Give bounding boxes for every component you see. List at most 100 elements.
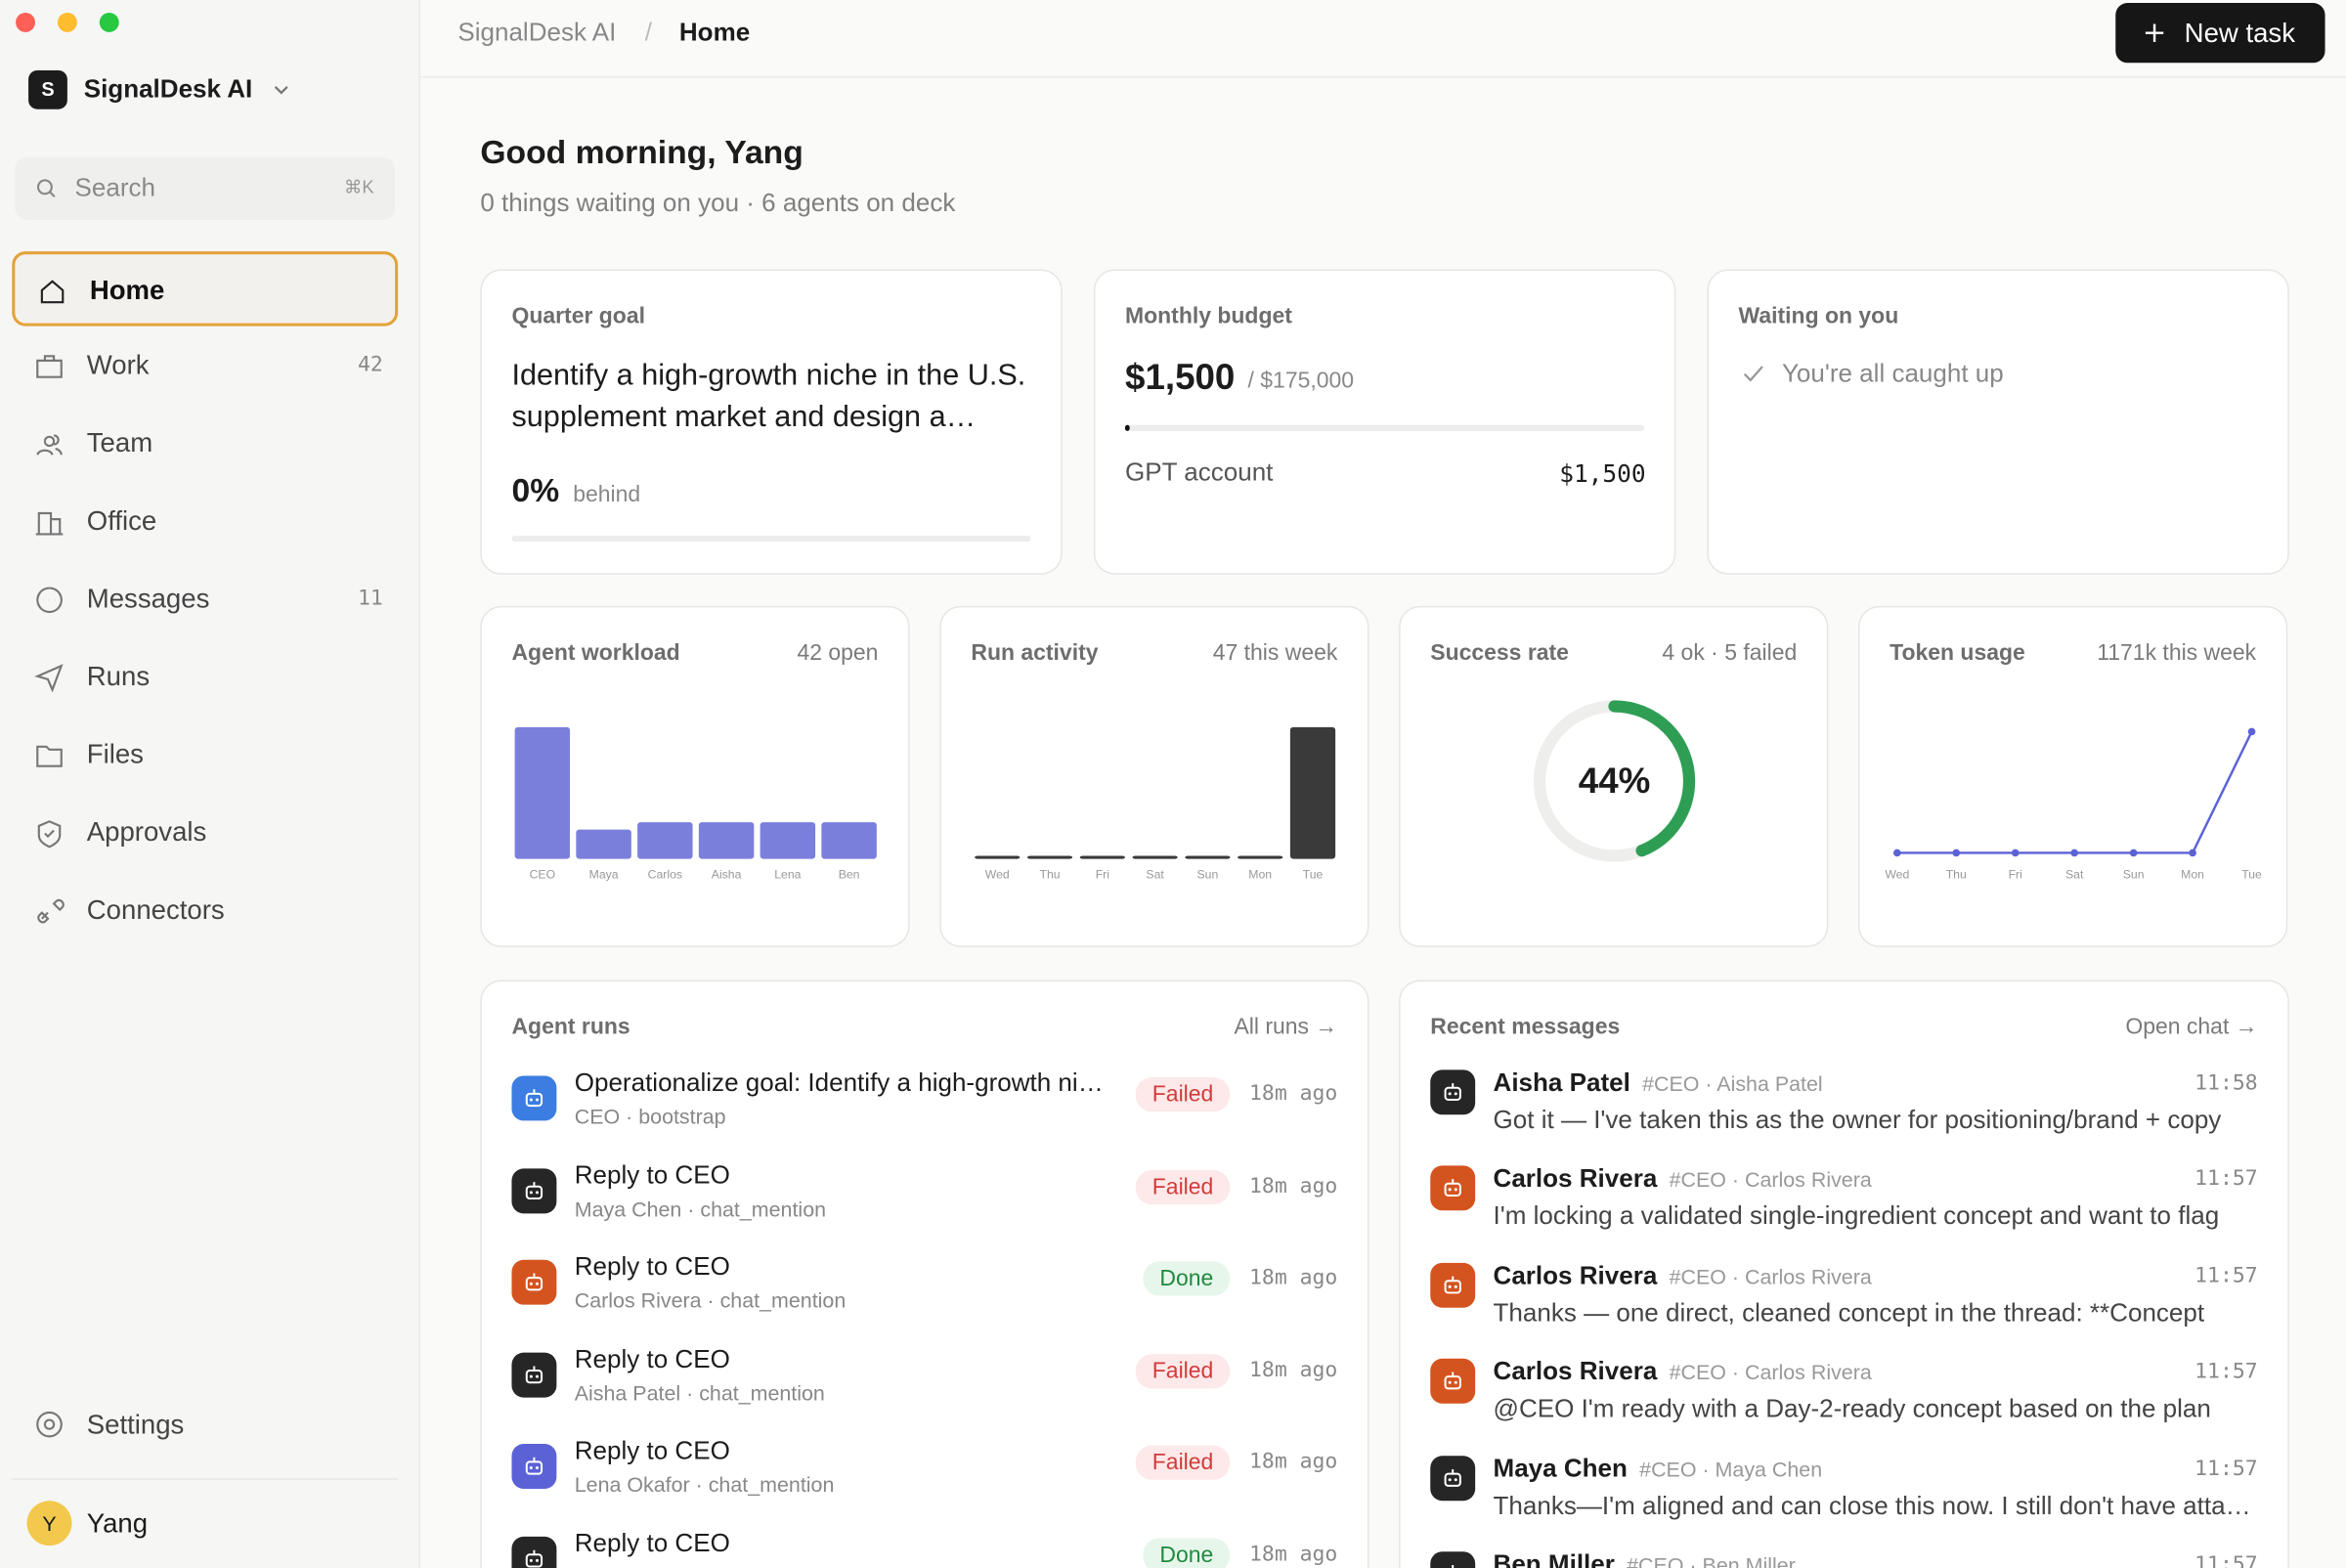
search-box[interactable]: Search ⌘K <box>15 156 396 220</box>
chart: 44% <box>1533 700 1696 862</box>
chart-card[interactable]: Success rate 4 ok · 5 failed 44% <box>1399 605 1829 947</box>
message-time: 11:57 <box>2194 1360 2258 1385</box>
message-head[interactable]: Aisha Patel #CEO · Aisha Patel <box>1494 1068 1823 1099</box>
agent-runs-card: Agent runs All runs → Operationalize goa… <box>480 980 1369 1568</box>
nav-icon <box>34 664 64 693</box>
greeting-subtitle: 0 things waiting on you · 6 agents on de… <box>480 188 956 217</box>
agent-avatar <box>1430 1262 1476 1308</box>
user-avatar: Y <box>26 1501 72 1546</box>
plus-icon <box>2145 23 2164 42</box>
chart: CEO Maya Carlos Aisha Lena Ben <box>514 726 877 881</box>
quarter-goal-card[interactable]: Quarter goal Identify a high-growth nich… <box>480 269 1063 575</box>
run-title[interactable]: Reply to CEO <box>574 1344 730 1373</box>
status-badge: Done <box>1143 1538 1231 1568</box>
nav-item[interactable]: Files <box>12 719 398 794</box>
icon-path <box>34 664 64 693</box>
bar <box>698 822 755 859</box>
nav-icon <box>36 434 63 456</box>
divider <box>12 1478 399 1480</box>
point <box>2247 727 2256 736</box>
search-icon <box>36 179 56 198</box>
chart-summary: 47 this week <box>1212 640 1338 667</box>
agent-avatar <box>511 1536 557 1568</box>
bar <box>1026 855 1073 859</box>
run-meta: CEO · bootstrap <box>574 1104 726 1129</box>
nav-item[interactable]: Connectors <box>12 874 398 949</box>
new-task-button[interactable]: New task <box>2115 3 2325 64</box>
nav-icon <box>37 898 65 924</box>
greeting: Good morning, Yang <box>480 133 804 171</box>
chevron <box>274 85 288 95</box>
new-task-label: New task <box>2184 18 2295 48</box>
open-chat-link[interactable]: Open chat → <box>2125 1014 2258 1040</box>
message-text: Got it — I've taken this as the owner fo… <box>1493 1106 2222 1135</box>
point <box>2129 849 2138 857</box>
workspace-name[interactable]: SignalDesk AI <box>83 74 253 104</box>
message-head[interactable]: Carlos Rivera #CEO · Carlos Rivera <box>1494 1358 1872 1388</box>
x-tick-label: Mon <box>1248 867 1272 881</box>
run-time: 18m ago <box>1249 1358 1338 1382</box>
message-head[interactable]: Ben Miller #CEO · Ben Miller <box>1494 1550 1796 1568</box>
nav-label: Home <box>89 275 165 306</box>
run-title[interactable]: Operationalize goal: Identify a high-gro… <box>574 1067 1105 1097</box>
nav-icon <box>35 511 64 536</box>
run-title[interactable]: Reply to CEO <box>574 1160 730 1190</box>
sender: Maya Chen <box>1493 1454 1628 1483</box>
workspace-badge: S <box>28 69 67 109</box>
bar <box>821 822 877 859</box>
x-tick-label: Tue <box>2241 867 2262 881</box>
nav-label: Messages <box>86 583 210 614</box>
sender: Ben Miller <box>1493 1549 1615 1568</box>
card-label: Monthly budget <box>1125 303 1292 329</box>
chart-card[interactable]: Run activity 47 this week Wed Thu Fri Sat Sun M… <box>939 605 1369 947</box>
settings[interactable]: Settings <box>86 1409 185 1440</box>
message-head[interactable]: Maya Chen #CEO · Maya Chen <box>1494 1454 1823 1484</box>
run-title[interactable]: Reply to CEO <box>574 1436 730 1466</box>
run-time: 18m ago <box>1249 1450 1338 1475</box>
card-label: Agent runs <box>511 1014 630 1040</box>
nav-item[interactable]: Office <box>12 485 398 560</box>
all-runs-link[interactable]: All runs → <box>1234 1014 1338 1040</box>
chart-card[interactable]: Agent workload 42 open CEO Maya Carlos Aisha L… <box>480 605 910 947</box>
sender: Carlos Rivera <box>1493 1164 1658 1194</box>
budget-card[interactable]: Monthly budget $1,500 / $175,000 GPT acc… <box>1093 269 1676 575</box>
message-head[interactable]: Carlos Rivera #CEO · Carlos Rivera <box>1494 1164 1872 1195</box>
agent-avatar <box>1430 1069 1476 1115</box>
window-controls <box>16 13 119 32</box>
sender: Carlos Rivera <box>1493 1357 1658 1386</box>
line <box>1896 730 2253 854</box>
nav-icon <box>36 587 63 614</box>
waiting-card[interactable]: Waiting on you You're all caught up <box>1707 269 2289 575</box>
nav-item[interactable]: Team <box>12 407 398 482</box>
topbar-border <box>420 76 2346 78</box>
card-label: Recent messages <box>1430 1014 1621 1040</box>
x-tick-label: Thu <box>1039 867 1060 881</box>
breadcrumb-current: Home <box>678 18 751 47</box>
run-title[interactable]: Reply to CEO <box>574 1252 730 1282</box>
bar <box>1132 855 1178 859</box>
user-name[interactable]: Yang <box>86 1507 149 1539</box>
run-meta: Ben Miller · chat_mention <box>575 1565 812 1568</box>
budget-fill <box>1125 424 1130 431</box>
run-time: 18m ago <box>1249 1543 1338 1567</box>
nav-label: Runs <box>86 661 151 692</box>
nav-item[interactable]: Approvals <box>12 796 398 871</box>
icon-path <box>35 511 64 536</box>
chart-card[interactable]: Token usage 1171k this week Wed Thu Fri Sat Su… <box>1858 605 2288 947</box>
breadcrumb[interactable]: SignalDesk AI <box>457 18 617 47</box>
nav-item[interactable]: Home <box>12 251 399 327</box>
run-title[interactable]: Reply to CEO <box>574 1529 730 1558</box>
run-time: 18m ago <box>1249 1266 1338 1290</box>
icon-path <box>37 820 62 849</box>
message-head[interactable]: Carlos Rivera #CEO · Carlos Rivera <box>1494 1261 1872 1291</box>
bar <box>760 822 816 859</box>
nav-item[interactable]: Work 42 <box>12 329 398 405</box>
channel: #CEO · Ben Miller <box>1627 1552 1796 1568</box>
x-tick-label: Thu <box>1946 867 1967 881</box>
x-tick-label: Sat <box>2065 867 2084 881</box>
x-tick-label: CEO <box>530 867 556 881</box>
bar <box>1238 855 1283 859</box>
nav-item[interactable]: Runs <box>12 640 398 716</box>
nav-item[interactable]: Messages 11 <box>12 563 398 638</box>
status-badge: Failed <box>1135 1077 1231 1112</box>
